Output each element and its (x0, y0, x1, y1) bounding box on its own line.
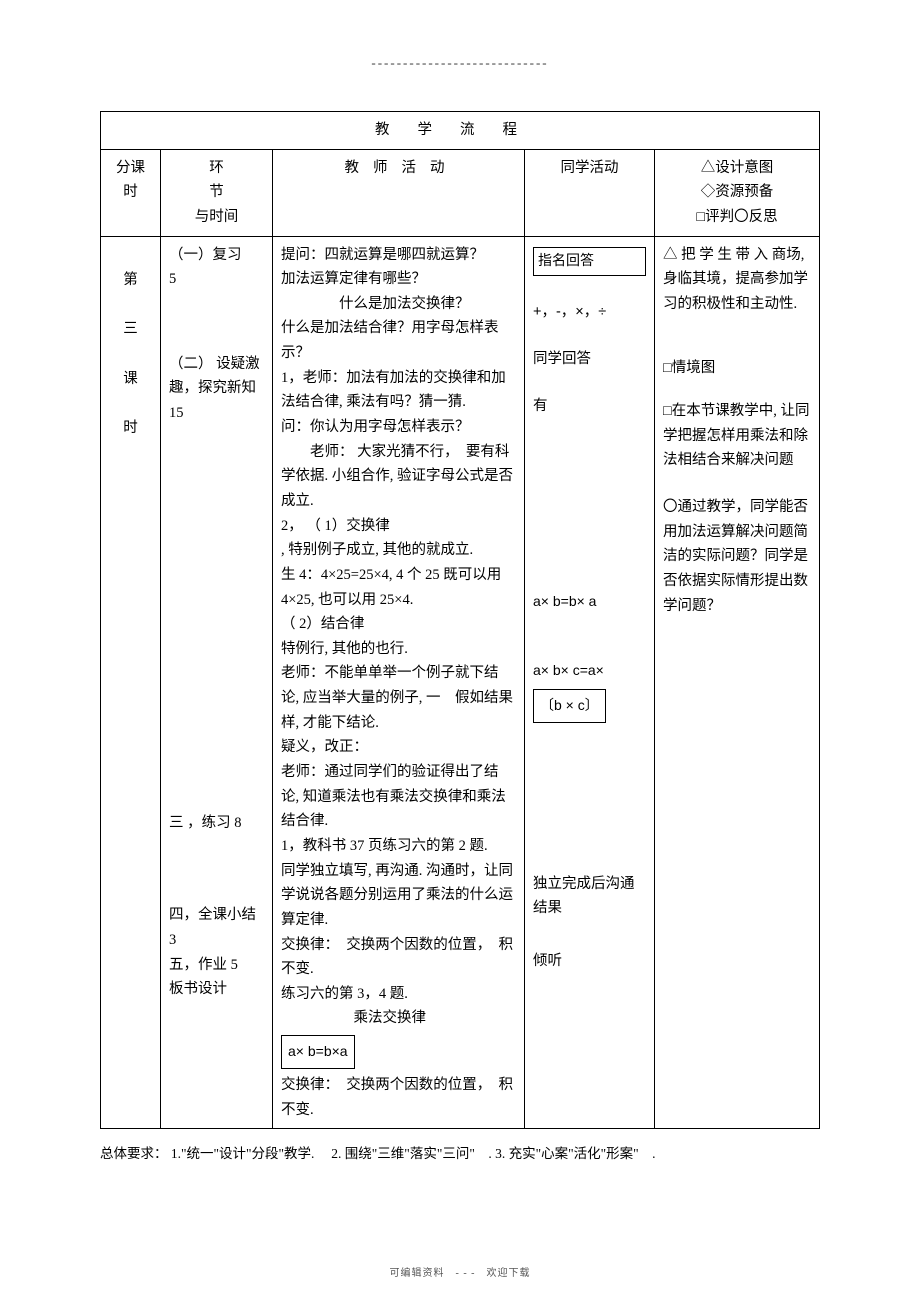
teacher-t8: 2， （ 1）交换律 (281, 514, 516, 539)
teacher-t15: 老师：通过同学们的验证得出了结论, 知道乘法也有乘法交换律和乘法结合律. (281, 760, 516, 834)
teacher-t9: , 特别例子成立, 其他的就成立. (281, 538, 516, 563)
notes-n4: 〇通过教学，同学能否用加法运算解决问题简洁的实际问题？同学是否依据实际情形提出数… (663, 495, 811, 618)
header-notes-l1: △设计意图 (701, 160, 774, 176)
segment-5: 五，作业 5 (169, 953, 264, 978)
header-student: 同学活动 (525, 149, 655, 236)
student-st4: 有 (533, 394, 646, 419)
top-dashes: ---------------------------- (0, 0, 920, 71)
teacher-t11: （ 2）结合律 (281, 612, 516, 637)
header-teacher: 教师活动 (273, 149, 525, 236)
period-char-3: 课 (109, 367, 152, 392)
notes-n1: △ 把 学 生 带 入 商场, 身临其境，提高参加学习的积极性和主动性. (663, 243, 811, 317)
teacher-t19: 练习六的第 3，4 题. (281, 982, 516, 1007)
notes-n3: □在本节课教学中, 让同学把握怎样用乘法和除法相结合来解决问题 (663, 399, 811, 473)
table-body-row: 第 三 课 时 （一）复习 5 （二） 设疑激趣，探究新知 15 三 ，练习 8… (101, 236, 820, 1129)
teacher-t17: 同学独立填写, 再沟通. 沟通时，让同学说说各题分别运用了乘法的什么运算定律. (281, 859, 516, 933)
teacher-t6: 问：你认为用字母怎样表示？ (281, 415, 516, 440)
bottom-note: 可编辑资料 - - - 欢迎下载 (0, 1264, 920, 1279)
header-segment-l2: 与时间 (195, 209, 239, 225)
teacher-t21: 交换律： 交换两个因数的位置， 积不变. (281, 1073, 516, 1122)
table-header-row: 分课时 环 节 与时间 教师活动 同学活动 △设计意图 ◇资源预备 □评判〇反思 (101, 149, 820, 236)
segment-4: 四，全课小结 (169, 903, 264, 928)
student-st6-l1: a× b× c=a× (533, 659, 646, 683)
period-char-4: 时 (109, 416, 152, 441)
segment-2-time: 15 (169, 401, 264, 426)
segment-1: （一）复习 (169, 243, 264, 268)
student-st3: 同学回答 (533, 347, 646, 372)
table-title-row: 教学流程 (101, 112, 820, 150)
teacher-t12: 特例行, 其他的也行. (281, 637, 516, 662)
student-st6-l2: 〔b × c〕 (533, 689, 606, 723)
segment-4-time: 3 (169, 928, 264, 953)
table-title: 教学流程 (101, 112, 820, 150)
student-st2: +，-，×，÷ (533, 300, 646, 325)
document-content: 教学流程 分课时 环 节 与时间 教师活动 同学活动 △设计意图 ◇资源预备 □… (0, 71, 920, 1129)
student-st8: 倾听 (533, 949, 646, 974)
segment-1-time: 5 (169, 267, 264, 292)
header-notes: △设计意图 ◇资源预备 □评判〇反思 (655, 149, 820, 236)
header-notes-l2: ◇资源预备 (701, 184, 774, 200)
header-period: 分课时 (101, 149, 161, 236)
lesson-plan-table: 教学流程 分课时 环 节 与时间 教师活动 同学活动 △设计意图 ◇资源预备 □… (100, 111, 820, 1129)
teacher-t14: 疑义，改正： (281, 735, 516, 760)
teacher-t13: 老师：不能单单举一个例子就下结论, 应当举大量的例子, 一 假如结果样, 才能下… (281, 661, 516, 735)
notes-cell: △ 把 学 生 带 入 商场, 身临其境，提高参加学习的积极性和主动性. □情境… (655, 236, 820, 1129)
period-char-1: 第 (109, 268, 152, 293)
teacher-t5: 1，老师：加法有加法的交换律和加法结合律, 乘法有吗？猜一猜. (281, 366, 516, 415)
period-cell: 第 三 课 时 (101, 236, 161, 1129)
segment-2: （二） 设疑激趣，探究新知 (169, 352, 264, 401)
footer-note: 总体要求： 1."统一"设计"分段"教学. 2. 围绕"三维"落实"三问" . … (0, 1129, 920, 1165)
header-notes-l3: □评判〇反思 (696, 209, 777, 225)
teacher-t1: 提问：四就运算是哪四就运算？ (281, 243, 516, 268)
teacher-t18: 交换律： 交换两个因数的位置， 积不变. (281, 933, 516, 982)
notes-n2: □情境图 (663, 356, 811, 381)
teacher-t4: 什么是加法结合律？用字母怎样表示？ (281, 316, 516, 365)
header-segment-l1: 环 节 (169, 156, 264, 205)
teacher-t7: 老师： 大家光猜不行， 要有科学依据. 小组合作, 验证字母公式是否成立. (281, 440, 516, 514)
segment-cell: （一）复习 5 （二） 设疑激趣，探究新知 15 三 ，练习 8 四，全课小结 … (161, 236, 273, 1129)
segment-3: 三 ，练习 8 (169, 811, 264, 836)
student-st1: 指名回答 (533, 247, 646, 277)
formula-box-1: a× b=b×a (281, 1035, 355, 1069)
segment-6: 板书设计 (169, 977, 264, 1002)
header-segment: 环 节 与时间 (161, 149, 273, 236)
teacher-t2: 加法运算定律有哪些？ (281, 267, 516, 292)
student-st7: 独立完成后沟通结果 (533, 872, 646, 921)
student-st5: a× b=b× a (533, 590, 646, 614)
student-cell: 指名回答 +，-，×，÷ 同学回答 有 a× b=b× a a× b× c=a×… (525, 236, 655, 1129)
teacher-cell: 提问：四就运算是哪四就运算？ 加法运算定律有哪些？ 什么是加法交换律？ 什么是加… (273, 236, 525, 1129)
teacher-t10: 生 4：4×25=25×4, 4 个 25 既可以用 4×25, 也可以用 25… (281, 563, 516, 612)
period-char-2: 三 (109, 317, 152, 342)
teacher-t16: 1，教科书 37 页练习六的第 2 题. (281, 834, 516, 859)
teacher-t3: 什么是加法交换律？ (281, 292, 516, 317)
teacher-t20: 乘法交换律 (281, 1006, 516, 1031)
